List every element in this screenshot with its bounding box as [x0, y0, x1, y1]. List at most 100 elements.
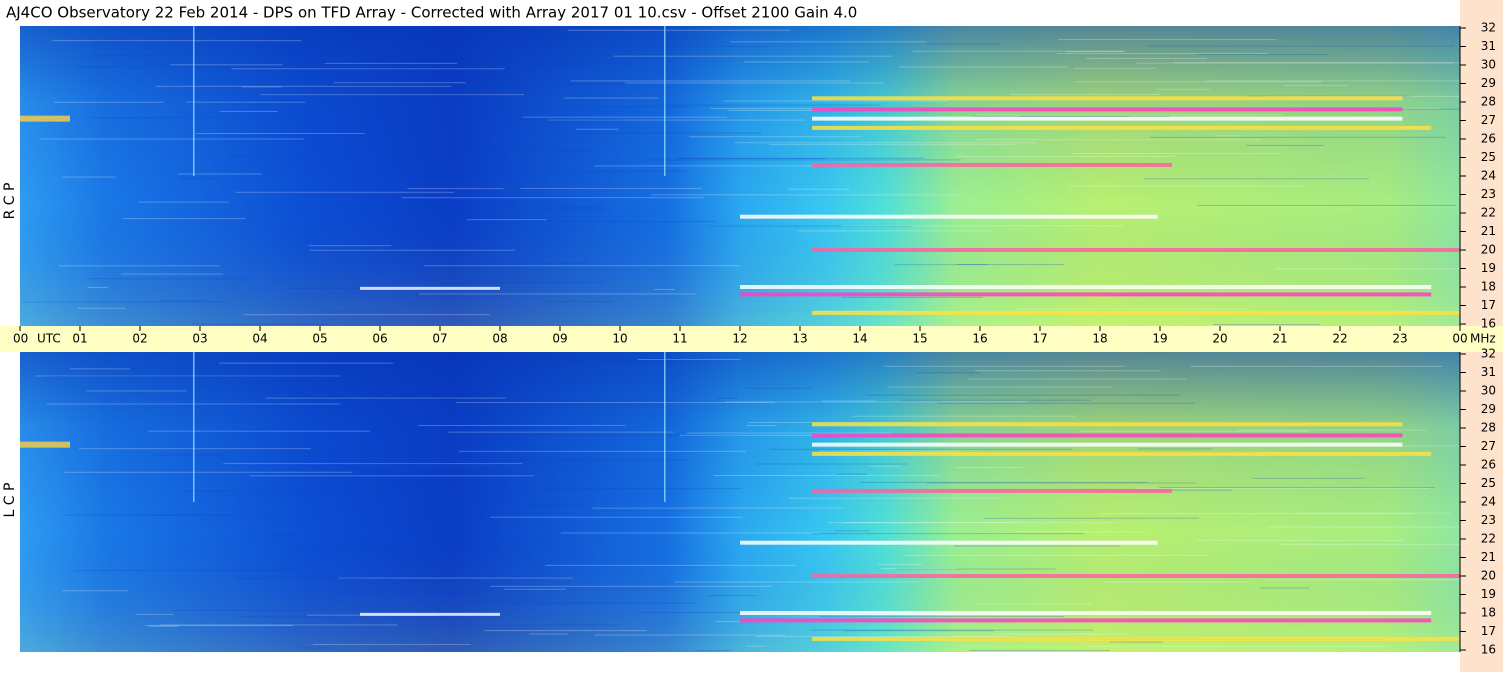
freq-tick-label: 25	[1481, 150, 1496, 164]
texture-line	[312, 643, 471, 645]
time-tick-label: 11	[672, 332, 687, 346]
texture-line	[1281, 543, 1460, 545]
texture-line	[490, 585, 772, 587]
texture-line	[308, 245, 392, 247]
texture-line	[87, 286, 109, 288]
texture-line	[1138, 448, 1213, 450]
freq-tick-label: 30	[1481, 58, 1496, 72]
texture-line	[637, 358, 741, 360]
time-tick-label: 03	[192, 332, 207, 346]
texture-line	[122, 218, 246, 220]
texture-line	[160, 300, 206, 302]
freq-tick-label: 24	[1481, 169, 1496, 183]
panel-label: R C P	[2, 183, 18, 220]
texture-line	[734, 142, 1037, 144]
texture-line	[320, 311, 400, 313]
time-unit: UTC	[37, 332, 61, 346]
texture-line	[160, 624, 398, 626]
texture-line	[1265, 579, 1460, 581]
texture-line	[1066, 50, 1124, 52]
texture-line	[977, 603, 1093, 605]
rfi-band	[360, 612, 500, 616]
freq-tick-label: 16	[1481, 317, 1496, 331]
texture-line	[1147, 45, 1455, 47]
rfi-band	[812, 488, 1172, 493]
texture-line	[428, 540, 566, 542]
freq-tick-label: 22	[1481, 206, 1496, 220]
time-tick-label: 00	[1452, 332, 1467, 346]
texture-line	[417, 424, 626, 426]
texture-line	[1252, 477, 1365, 479]
texture-line	[755, 463, 908, 465]
texture-line	[554, 361, 723, 363]
texture-line	[280, 449, 303, 451]
texture-line	[466, 219, 547, 221]
texture-line	[713, 475, 940, 477]
texture-line	[77, 66, 329, 68]
texture-line	[651, 194, 959, 196]
texture-line	[52, 40, 302, 42]
texture-line	[328, 262, 589, 264]
freq-tick-label: 19	[1481, 587, 1496, 601]
texture-line	[190, 323, 331, 325]
texture-line	[547, 220, 717, 222]
texture-line	[955, 466, 1024, 468]
texture-line	[69, 368, 130, 370]
freq-tick-label: 28	[1481, 421, 1496, 435]
texture-line	[249, 475, 535, 477]
rfi-band	[812, 162, 1172, 167]
texture-line	[438, 282, 604, 284]
freq-tick-label: 20	[1481, 569, 1496, 583]
texture-line	[242, 616, 334, 618]
freq-tick-label: 30	[1481, 384, 1496, 398]
texture-line	[78, 448, 311, 450]
time-tick-label: 12	[732, 332, 747, 346]
time-tick-label: 02	[132, 332, 147, 346]
texture-line	[594, 165, 876, 167]
texture-line	[880, 568, 957, 570]
texture-line	[1017, 308, 1248, 310]
freq-tick-label: 28	[1481, 95, 1496, 109]
texture-line	[152, 454, 224, 456]
texture-line	[170, 64, 283, 66]
texture-line	[265, 397, 507, 399]
texture-line	[450, 76, 517, 78]
rfi-band	[812, 125, 1432, 130]
texture-line	[968, 378, 1186, 380]
texture-line	[1275, 268, 1460, 270]
texture-line	[553, 623, 598, 625]
freq-tick-label: 24	[1481, 495, 1496, 509]
texture-line	[1282, 84, 1349, 86]
texture-line	[1073, 81, 1322, 83]
rfi-band	[812, 422, 1403, 427]
freq-tick-label: 21	[1481, 550, 1496, 564]
texture-line	[642, 159, 962, 161]
time-tick-label: 08	[492, 332, 507, 346]
rfi-band	[812, 310, 1460, 315]
time-tick-label: 09	[552, 332, 567, 346]
rfi-band	[740, 285, 1432, 289]
time-tick-label: 07	[432, 332, 447, 346]
texture-line	[474, 150, 594, 152]
texture-line	[822, 400, 877, 402]
freq-tick-label: 19	[1481, 261, 1496, 275]
texture-line	[797, 230, 991, 232]
time-tick-label: 17	[1032, 332, 1047, 346]
texture-line	[836, 473, 867, 475]
texture-line	[1109, 641, 1163, 643]
texture-line	[1085, 57, 1207, 59]
texture-line	[77, 307, 126, 309]
texture-line	[389, 119, 624, 121]
texture-line	[418, 293, 696, 295]
freq-tick-label: 31	[1481, 39, 1496, 53]
freq-tick-label: 23	[1481, 513, 1496, 527]
texture-line	[723, 100, 949, 102]
texture-line	[273, 534, 296, 536]
texture-line	[1174, 62, 1460, 64]
rfi-band	[812, 96, 1403, 101]
texture-line	[654, 288, 675, 290]
texture-line	[465, 602, 695, 604]
texture-line	[223, 463, 523, 465]
texture-line	[1245, 144, 1324, 146]
texture-line	[1197, 54, 1329, 56]
